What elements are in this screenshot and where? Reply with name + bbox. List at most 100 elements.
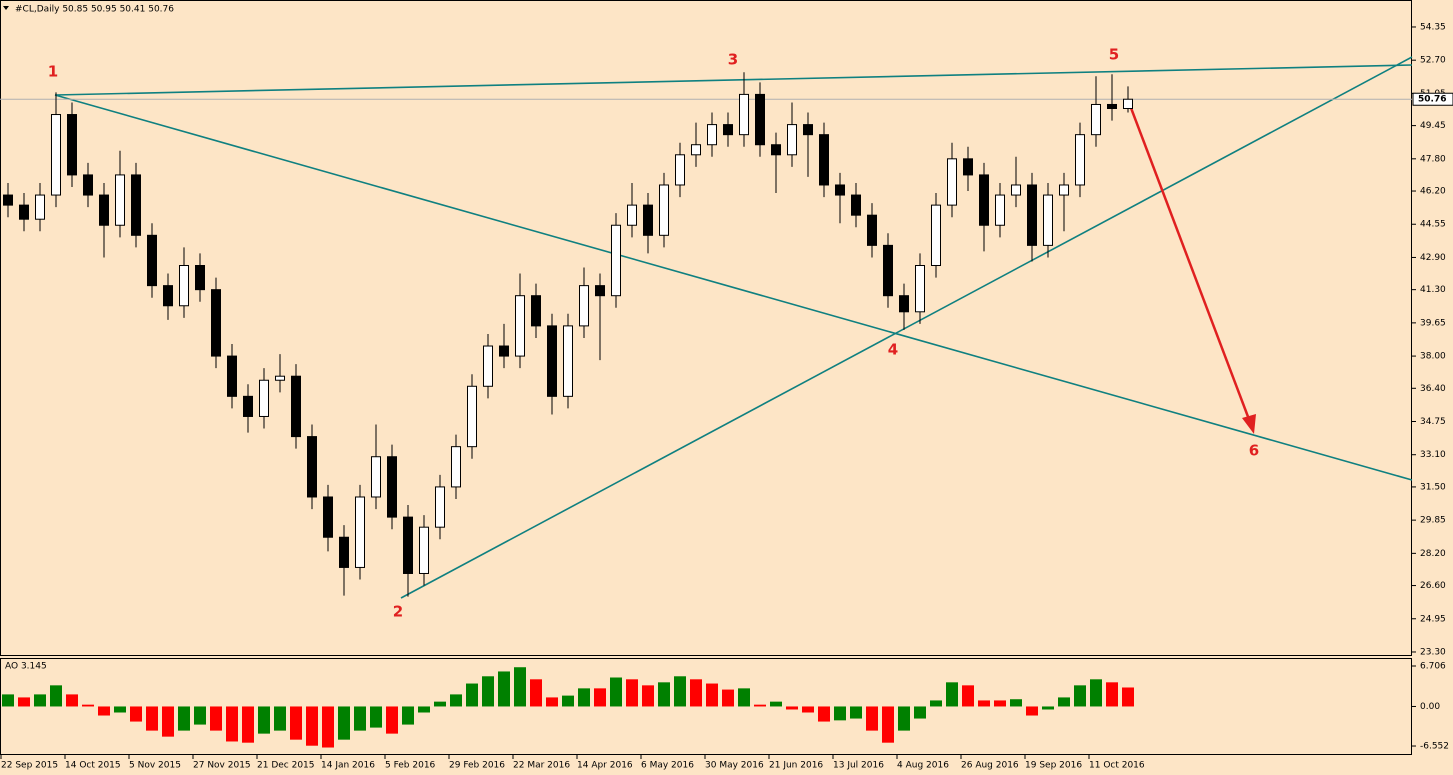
candle-body bbox=[147, 234, 157, 287]
y-tick-label: 42.90 bbox=[1420, 253, 1446, 263]
x-tick-label: 6 May 2016 bbox=[641, 761, 694, 771]
y-tick-label: 49.45 bbox=[1420, 121, 1446, 131]
candle-body bbox=[307, 436, 317, 498]
ao-bar bbox=[2, 694, 14, 707]
candle-body bbox=[451, 446, 461, 488]
x-tick-label: 5 Feb 2016 bbox=[385, 761, 436, 771]
candle-body bbox=[995, 194, 1005, 226]
candle-body bbox=[531, 295, 541, 327]
x-tick-label: 21 Dec 2015 bbox=[257, 761, 315, 771]
ao-bar bbox=[802, 706, 814, 713]
ao-bar bbox=[66, 694, 78, 707]
ao-bar bbox=[594, 688, 606, 707]
wave-label: 5 bbox=[1109, 46, 1119, 64]
candle-body bbox=[131, 174, 141, 236]
ao-bar bbox=[994, 700, 1006, 707]
ao-bar bbox=[354, 706, 366, 731]
candle-body bbox=[1043, 194, 1053, 246]
ao-bar bbox=[162, 706, 174, 737]
y-tick-label: 41.30 bbox=[1420, 285, 1446, 295]
candle-body bbox=[739, 93, 749, 136]
ao-bar bbox=[754, 704, 766, 707]
candle-body bbox=[1091, 103, 1101, 136]
candle-body bbox=[643, 204, 653, 236]
candle-body bbox=[227, 355, 237, 397]
menu-arrow bbox=[3, 6, 9, 10]
price-pane bbox=[0, 0, 1412, 656]
indicator-title: AO 3.145 bbox=[5, 662, 47, 672]
ao-bar bbox=[882, 706, 894, 743]
ao-bar bbox=[1122, 687, 1134, 707]
candle-body bbox=[179, 265, 189, 307]
ao-bar bbox=[1090, 679, 1102, 707]
ao-bar bbox=[962, 685, 974, 707]
candle-body bbox=[1027, 184, 1037, 246]
ao-bar bbox=[226, 706, 238, 742]
ao-bar bbox=[34, 694, 46, 707]
ao-bar bbox=[98, 706, 110, 716]
x-tick-label: 4 Aug 2016 bbox=[897, 761, 949, 771]
ao-bar bbox=[1106, 682, 1118, 707]
candle-body bbox=[291, 375, 301, 438]
x-tick-label: 11 Oct 2016 bbox=[1089, 761, 1145, 771]
ao-bar bbox=[914, 706, 926, 719]
x-tick-label: 13 Jul 2016 bbox=[833, 761, 884, 771]
ao-bar bbox=[978, 700, 990, 707]
candle-body bbox=[595, 285, 605, 297]
y-tick-label: 39.65 bbox=[1420, 318, 1446, 328]
candle-body bbox=[243, 395, 253, 417]
ao-pane bbox=[0, 658, 1412, 755]
ao-bar bbox=[1058, 697, 1070, 707]
ao-bar bbox=[338, 706, 350, 740]
x-tick-label: 22 Mar 2016 bbox=[513, 761, 570, 771]
ao-bar bbox=[866, 706, 878, 731]
y-tick-label: 52.70 bbox=[1420, 56, 1446, 66]
candle-body bbox=[931, 204, 941, 267]
candle-body bbox=[947, 158, 957, 206]
x-tick-label: 29 Feb 2016 bbox=[449, 761, 505, 771]
trend-lines bbox=[54, 56, 1413, 599]
ao-bar bbox=[818, 706, 830, 722]
wave-label: 2 bbox=[393, 603, 403, 621]
ao-bar bbox=[1042, 706, 1054, 710]
falling-line bbox=[54, 94, 1413, 481]
candle-body bbox=[563, 325, 573, 397]
ao-bar bbox=[658, 682, 670, 707]
candle-body bbox=[435, 486, 445, 528]
ao-bar bbox=[18, 697, 30, 707]
ao-bar bbox=[850, 706, 862, 719]
candle-body bbox=[803, 124, 813, 136]
ao-bar bbox=[722, 689, 734, 707]
candle-body bbox=[979, 174, 989, 226]
x-tick-label: 30 May 2016 bbox=[705, 761, 764, 771]
ao-bar bbox=[258, 706, 270, 734]
candle-body bbox=[339, 536, 349, 568]
ao-bar bbox=[834, 706, 846, 721]
candle-body bbox=[707, 124, 717, 146]
y-tick-label: 23.30 bbox=[1420, 647, 1446, 657]
ao-bar bbox=[370, 706, 382, 728]
ao-bar bbox=[498, 671, 510, 707]
ao-bar bbox=[674, 676, 686, 707]
ao-bar bbox=[738, 688, 750, 707]
candle-body bbox=[819, 134, 829, 186]
candle-body bbox=[611, 224, 621, 297]
candle-body bbox=[1107, 103, 1117, 109]
candle-body bbox=[19, 204, 29, 220]
y-tick-label: 28.20 bbox=[1420, 549, 1446, 559]
last-price-box bbox=[1412, 92, 1453, 106]
ao-bar bbox=[130, 706, 142, 722]
candle-body bbox=[163, 285, 173, 307]
candle-body bbox=[259, 379, 269, 417]
ao-bar bbox=[898, 706, 910, 731]
ao-bar bbox=[50, 685, 62, 707]
candle-body bbox=[579, 285, 589, 327]
ao-bar bbox=[402, 706, 414, 725]
y-tick-label: -6.552 bbox=[1420, 742, 1449, 752]
candle-body bbox=[723, 124, 733, 136]
candle-body bbox=[867, 214, 877, 246]
y-tick-label: 26.60 bbox=[1420, 581, 1446, 591]
ao-bar bbox=[546, 697, 558, 707]
ao-bar bbox=[610, 677, 622, 707]
ao-bar bbox=[146, 706, 158, 731]
